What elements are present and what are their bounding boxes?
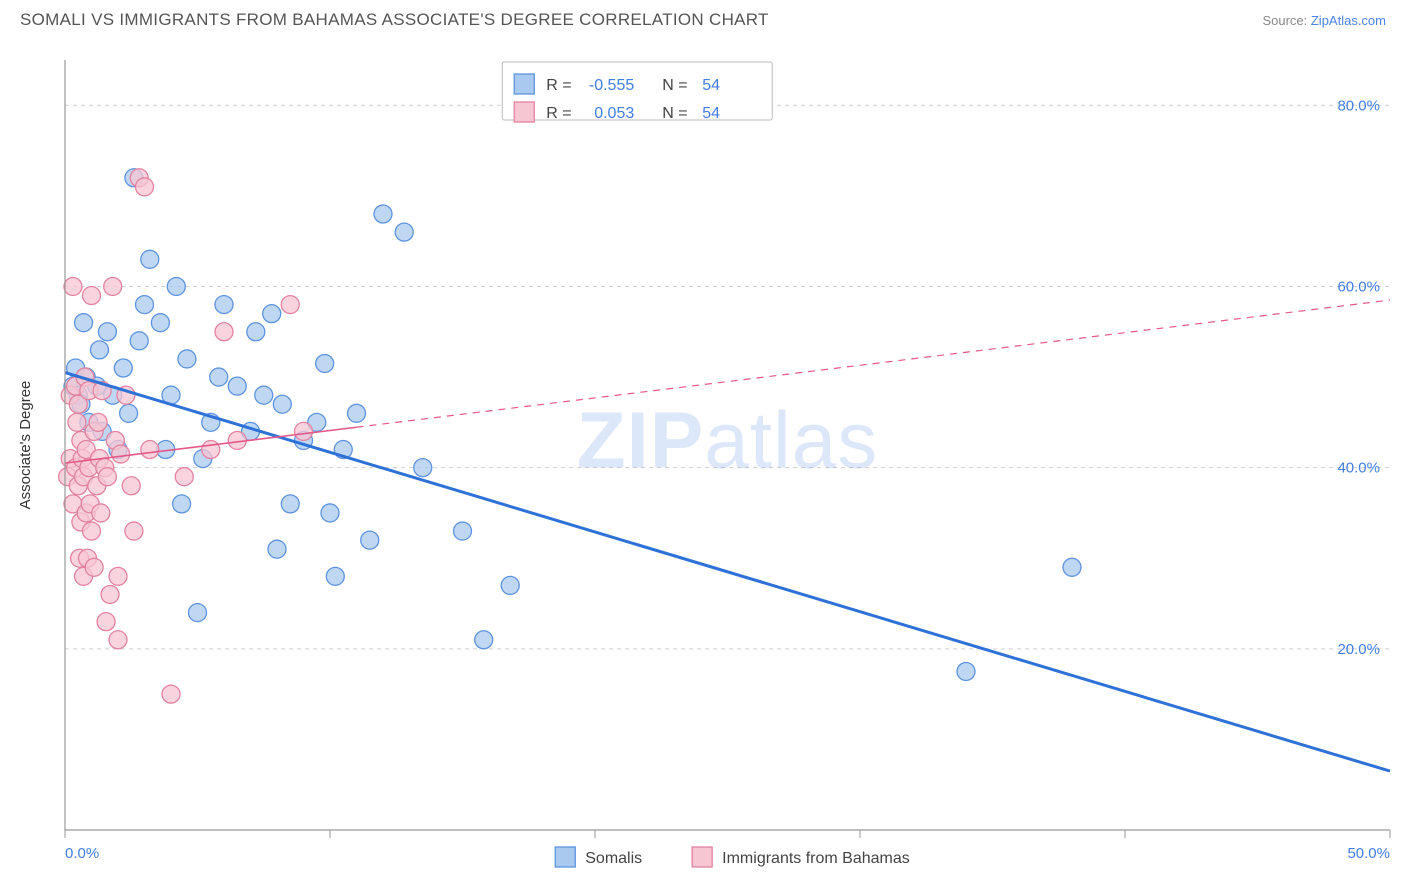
data-point: [141, 250, 159, 268]
data-point: [109, 631, 127, 649]
y-tick-label: 80.0%: [1337, 97, 1380, 114]
series-swatch: [692, 847, 712, 867]
data-point: [97, 613, 115, 631]
data-point: [374, 205, 392, 223]
data-point: [189, 604, 207, 622]
data-point: [64, 277, 82, 295]
data-point: [130, 332, 148, 350]
data-point: [114, 359, 132, 377]
series-label: Somalis: [585, 850, 642, 867]
data-point: [326, 567, 344, 585]
data-point: [101, 585, 119, 603]
data-point: [348, 404, 366, 422]
data-point: [136, 296, 154, 314]
y-tick-label: 20.0%: [1337, 641, 1380, 658]
data-point: [68, 413, 86, 431]
y-tick-label: 60.0%: [1337, 278, 1380, 295]
source-link[interactable]: ZipAtlas.com: [1311, 13, 1386, 28]
data-point: [1063, 558, 1081, 576]
legend-r-label: R =: [546, 105, 571, 122]
data-point: [125, 522, 143, 540]
data-point: [247, 323, 265, 341]
watermark: ZIPatlas: [577, 396, 878, 485]
data-point: [162, 685, 180, 703]
data-point: [281, 495, 299, 513]
data-point: [454, 522, 472, 540]
scatter-chart: 20.0% 40.0% 60.0% 80.0% ZIPatlas 0.0% 50.0% Ass…: [10, 40, 1396, 882]
data-point: [210, 368, 228, 386]
data-point: [112, 445, 130, 463]
legend-n-value: 54: [702, 105, 720, 122]
series-label: Immigrants from Bahamas: [722, 850, 910, 867]
data-point: [136, 178, 154, 196]
data-point: [414, 459, 432, 477]
data-point: [109, 567, 127, 585]
legend-r-value: -0.555: [589, 77, 634, 94]
data-point: [321, 504, 339, 522]
data-point: [173, 495, 191, 513]
data-point: [268, 540, 286, 558]
data-point: [957, 662, 975, 680]
data-point: [202, 441, 220, 459]
legend-n-label: N =: [662, 77, 687, 94]
legend-n-label: N =: [662, 105, 687, 122]
data-point: [120, 404, 138, 422]
data-point: [395, 223, 413, 241]
data-point: [167, 277, 185, 295]
y-tick-label: 40.0%: [1337, 460, 1380, 477]
data-point: [92, 504, 110, 522]
data-point: [295, 422, 313, 440]
stats-legend: [502, 62, 772, 120]
data-point: [85, 558, 103, 576]
source-label: Source: ZipAtlas.com: [1262, 13, 1386, 28]
data-point: [316, 354, 334, 372]
chart-area: 20.0% 40.0% 60.0% 80.0% ZIPatlas 0.0% 50.0% Ass…: [10, 40, 1396, 882]
data-point: [361, 531, 379, 549]
data-point: [90, 341, 108, 359]
x-tick-label: 50.0%: [1347, 845, 1390, 862]
data-point: [273, 395, 291, 413]
data-point: [104, 277, 122, 295]
data-point: [83, 287, 101, 305]
data-point: [98, 323, 116, 341]
data-point: [501, 576, 519, 594]
legend-swatch: [514, 102, 534, 122]
legend-n-value: 54: [702, 77, 720, 94]
data-point: [228, 377, 246, 395]
data-point: [263, 305, 281, 323]
y-axis-label: Associate's Degree: [17, 381, 34, 510]
data-point: [215, 323, 233, 341]
data-point: [175, 468, 193, 486]
series-swatch: [555, 847, 575, 867]
data-point: [75, 314, 93, 332]
data-point: [215, 296, 233, 314]
data-point: [122, 477, 140, 495]
data-point: [151, 314, 169, 332]
data-point: [255, 386, 273, 404]
chart-title: SOMALI VS IMMIGRANTS FROM BAHAMAS ASSOCI…: [20, 10, 769, 30]
legend-swatch: [514, 74, 534, 94]
data-point: [83, 522, 101, 540]
data-point: [98, 468, 116, 486]
data-point: [475, 631, 493, 649]
data-point: [281, 296, 299, 314]
x-tick-label: 0.0%: [65, 845, 99, 862]
legend-r-value: 0.053: [594, 105, 634, 122]
legend-r-label: R =: [546, 77, 571, 94]
data-point: [178, 350, 196, 368]
data-point: [141, 441, 159, 459]
data-point: [89, 413, 107, 431]
